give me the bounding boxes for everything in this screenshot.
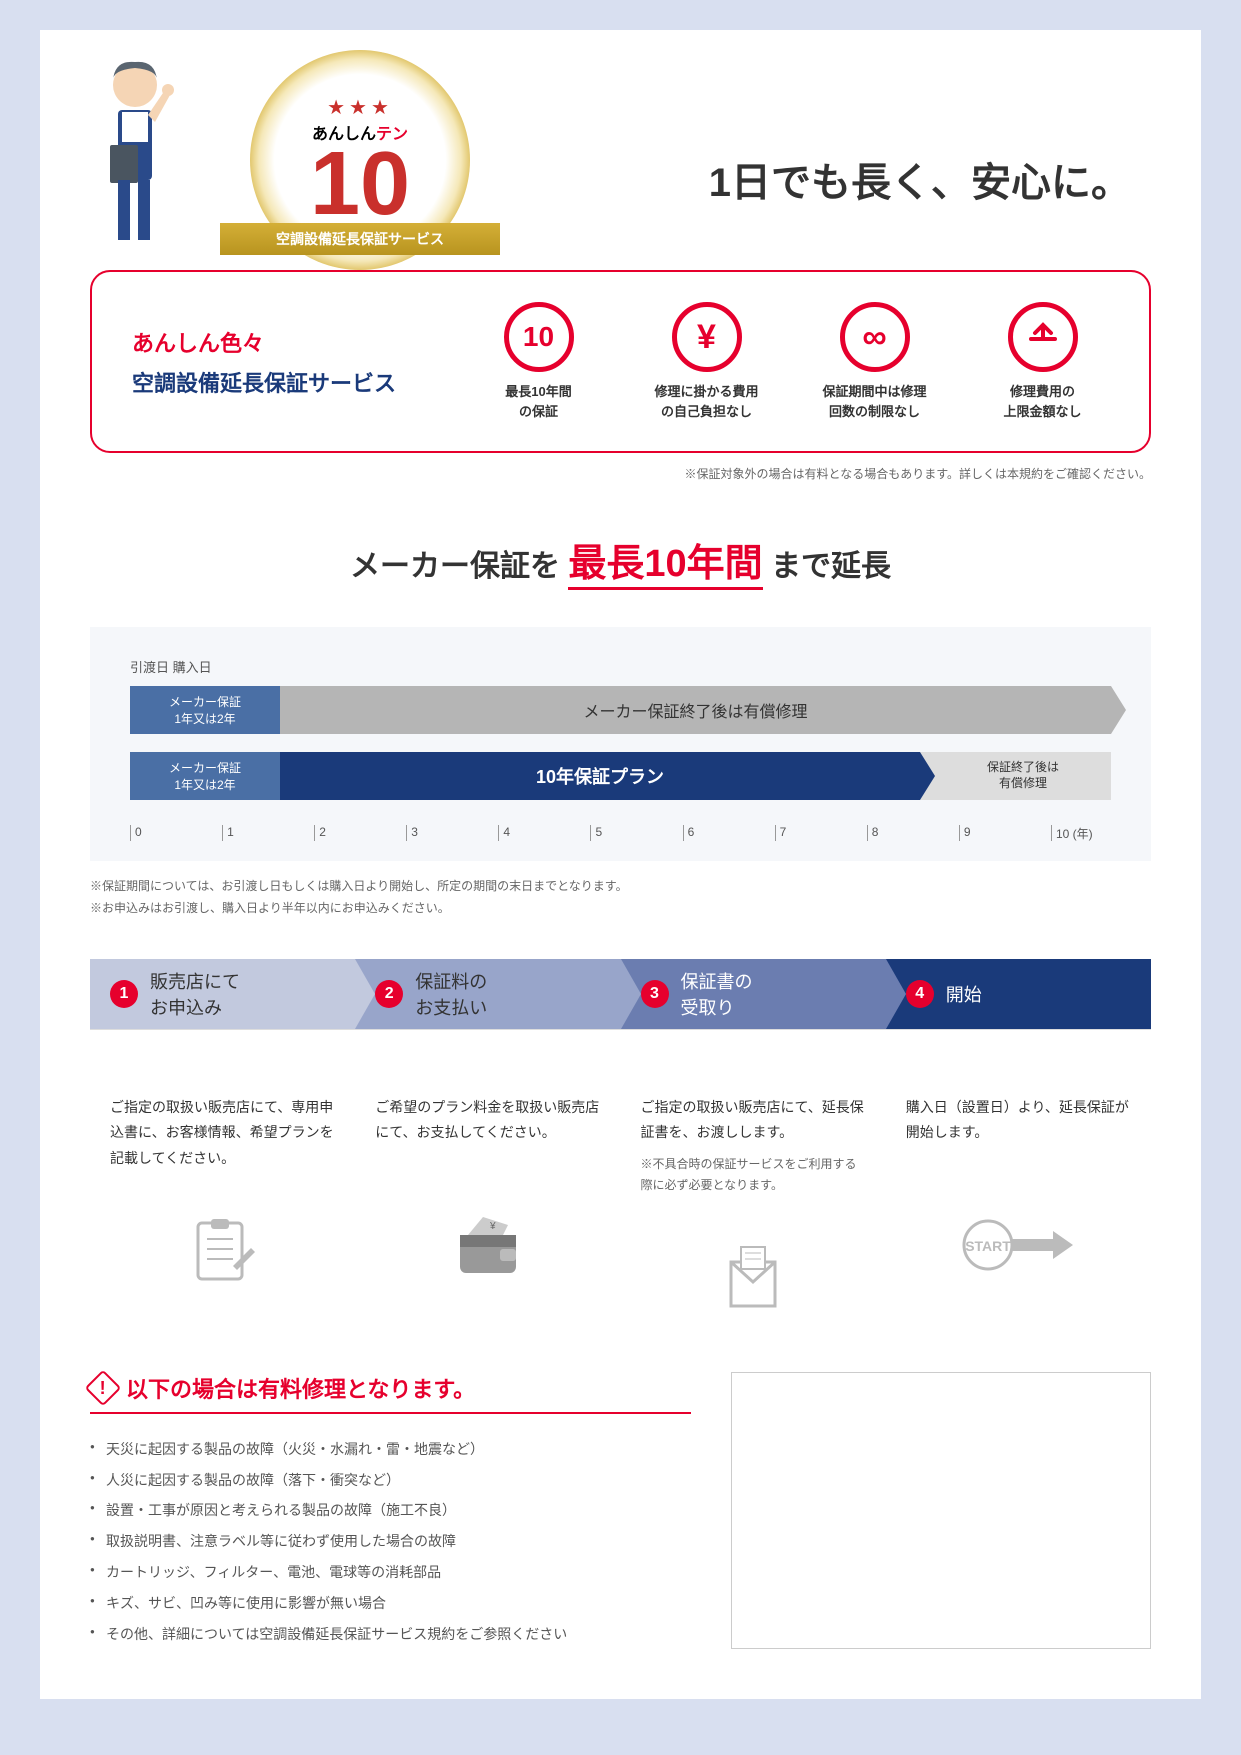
- tagline: 1日でも長く、安心に。: [709, 150, 1131, 208]
- svg-text:START: START: [966, 1238, 1012, 1254]
- warning-icon: !: [85, 1369, 122, 1406]
- warning-title: ! 以下の場合は有料修理となります。: [90, 1372, 691, 1414]
- page: ★★★ あんしんテン 10 空調設備延長保証サービス 1日でも長く、安心に。 あ…: [40, 30, 1201, 1699]
- warning-item: カートリッジ、フィルター、電池、電球等の消耗部品: [90, 1557, 691, 1588]
- timeline-bar-paid: メーカー保証終了後は有償修理: [280, 686, 1111, 734]
- step-note: ※不具合時の保証サービスをご利用する際に必ず必要となります。: [641, 1154, 866, 1197]
- ten-icon: 10: [504, 302, 574, 372]
- step-3: 3 保証書の受取り: [621, 959, 886, 1029]
- step-1: 1 販売店にてお申込み: [90, 959, 355, 1029]
- start-icon: START: [886, 1200, 1151, 1290]
- step-number: 4: [906, 980, 934, 1008]
- warning-item: その他、詳細については空調設備延長保証サービス規約をご参照ください: [90, 1619, 691, 1650]
- step-2: 2 保証料のお支払い: [355, 959, 620, 1029]
- section-title: メーカー保証を 最長10年間 まで延長: [90, 532, 1151, 587]
- timeline-notes: ※保証期間については、お引渡し日もしくは購入日より開始し、所定の期間の末日までと…: [90, 876, 1151, 919]
- timeline-row-2: メーカー保証 1年又は2年 10年保証プラン 保証終了後は有償修理: [130, 752, 1111, 800]
- step-4: 4 開始: [886, 959, 1151, 1029]
- yen-icon: ¥: [672, 302, 742, 372]
- step-title: 開始: [946, 981, 982, 1007]
- step-number: 1: [110, 980, 138, 1008]
- step-title: 保証料のお支払い: [415, 968, 487, 1020]
- timeline-top-label: 引渡日 購入日: [130, 657, 1111, 676]
- envelope-icon: [621, 1232, 886, 1322]
- timeline-row-1: メーカー保証 1年又は2年 メーカー保証終了後は有償修理: [130, 686, 1111, 734]
- steps-flow: 1 販売店にてお申込み 2 保証料のお支払い 3 保証書の受取り 4 開始: [90, 959, 1151, 1029]
- step-header: 4 開始: [886, 959, 1151, 1029]
- emblem-ribbon: 空調設備延長保証サービス: [220, 223, 500, 255]
- step-body-3: ご指定の取扱い販売店にて、延長保証書を、お渡しします。 ※不具合時の保証サービス…: [621, 1070, 886, 1322]
- timeline-maker-badge: メーカー保証 1年又は2年: [130, 686, 280, 734]
- feature-item: 修理費用の上限金額なし: [976, 302, 1109, 421]
- feature-item: ∞ 保証期間中は修理回数の制限なし: [808, 302, 941, 421]
- feature-item: 10 最長10年間の保証: [472, 302, 605, 421]
- wallet-icon: ¥: [355, 1200, 620, 1290]
- steps-bodies: ご指定の取扱い販売店にて、専用申込書に、お客様情報、希望プランを記載してください…: [90, 1070, 1151, 1322]
- feature-label: 修理費用の上限金額なし: [976, 382, 1109, 421]
- emblem-stars: ★★★: [327, 95, 393, 120]
- step-text: ご指定の取扱い販売店にて、専用申込書に、お客様情報、希望プランを記載してください…: [90, 1070, 355, 1196]
- warning-item: 取扱説明書、注意ラベル等に従わず使用した場合の故障: [90, 1526, 691, 1557]
- divider: [90, 1029, 1151, 1030]
- svg-text:¥: ¥: [489, 1221, 496, 1232]
- mascot-illustration: [80, 50, 190, 250]
- warning-item: 人災に起因する製品の故障（落下・衝突など）: [90, 1465, 691, 1496]
- warning-blank-box: [731, 1372, 1151, 1650]
- timeline-maker-badge: メーカー保証 1年又は2年: [130, 752, 280, 800]
- nolimit-icon: [1008, 302, 1078, 372]
- step-body-1: ご指定の取扱い販売店にて、専用申込書に、お客様情報、希望プランを記載してください…: [90, 1070, 355, 1322]
- step-text: ご指定の取扱い販売店にて、延長保証書を、お渡しします。 ※不具合時の保証サービス…: [621, 1070, 886, 1222]
- step-header: 2 保証料のお支払い: [355, 959, 620, 1029]
- feature-label: 最長10年間の保証: [472, 382, 605, 421]
- form-icon: [90, 1206, 355, 1296]
- warning-content: ! 以下の場合は有料修理となります。 天災に起因する製品の故障（火災・水漏れ・雷…: [90, 1372, 691, 1650]
- emblem: ★★★ あんしんテン 10 空調設備延長保証サービス: [220, 50, 500, 290]
- hero-section: ★★★ あんしんテン 10 空調設備延長保証サービス 1日でも長く、安心に。: [90, 70, 1151, 300]
- warning-item: 天災に起因する製品の故障（火災・水漏れ・雷・地震など）: [90, 1434, 691, 1465]
- feature-disclaimer: ※保証対象外の場合は有料となる場合もあります。詳しくは本規約をご確認ください。: [90, 465, 1151, 482]
- timeline-bar-end: 保証終了後は有償修理: [920, 752, 1111, 800]
- timeline-bar-plan: 10年保証プラン: [280, 752, 920, 800]
- step-header: 3 保証書の受取り: [621, 959, 886, 1029]
- warning-item: 設置・工事が原因と考えられる製品の故障（施工不良）: [90, 1495, 691, 1526]
- warning-section: ! 以下の場合は有料修理となります。 天災に起因する製品の故障（火災・水漏れ・雷…: [90, 1372, 1151, 1650]
- step-number: 3: [641, 980, 669, 1008]
- feature-title-1: あんしん色々: [132, 326, 442, 358]
- step-title: 保証書の受取り: [681, 968, 753, 1020]
- step-header: 1 販売店にてお申込み: [90, 959, 355, 1029]
- feature-label: 修理に掛かる費用の自己負担なし: [640, 382, 773, 421]
- timeline-chart: 引渡日 購入日 メーカー保証 1年又は2年 メーカー保証終了後は有償修理 メーカ…: [90, 627, 1151, 861]
- warning-item: キズ、サビ、凹み等に使用に影響が無い場合: [90, 1588, 691, 1619]
- step-body-4: 購入日（設置日）より、延長保証が開始します。 START: [886, 1070, 1151, 1322]
- step-text: ご希望のプラン料金を取扱い販売店にて、お支払してください。: [355, 1070, 620, 1190]
- step-number: 2: [375, 980, 403, 1008]
- emblem-badge: ★★★ あんしんテン 10 空調設備延長保証サービス: [250, 50, 470, 270]
- timeline-axis: 0 1 2 3 4 5 6 7 8 9 10 (年): [130, 825, 1111, 841]
- feature-item: ¥ 修理に掛かる費用の自己負担なし: [640, 302, 773, 421]
- warning-list: 天災に起因する製品の故障（火災・水漏れ・雷・地震など） 人災に起因する製品の故障…: [90, 1434, 691, 1650]
- feature-label: 保証期間中は修理回数の制限なし: [808, 382, 941, 421]
- step-body-2: ご希望のプラン料金を取扱い販売店にて、お支払してください。 ¥: [355, 1070, 620, 1322]
- feature-icons: 10 最長10年間の保証 ¥ 修理に掛かる費用の自己負担なし ∞ 保証期間中は修…: [472, 302, 1109, 421]
- infinity-icon: ∞: [840, 302, 910, 372]
- person-icon: [80, 50, 190, 250]
- feature-titles: あんしん色々 空調設備延長保証サービス: [132, 326, 442, 398]
- feature-title-2: 空調設備延長保証サービス: [132, 366, 442, 398]
- step-title: 販売店にてお申込み: [150, 968, 240, 1020]
- emblem-number: 10: [310, 144, 410, 225]
- step-text: 購入日（設置日）より、延長保証が開始します。: [886, 1070, 1151, 1190]
